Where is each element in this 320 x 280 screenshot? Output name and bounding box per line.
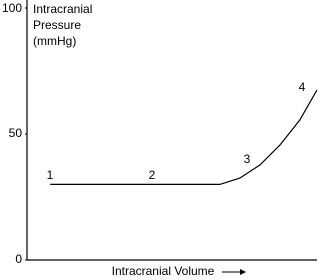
y-tick-label: 50 (9, 126, 23, 140)
x-axis-label: Intracranial Volume (112, 264, 215, 278)
line (50, 89, 317, 185)
annotation: 2 (149, 168, 156, 182)
y-axis-label: Pressure (33, 18, 81, 32)
annotation: 3 (244, 152, 251, 166)
y-tick-label: 100 (2, 1, 22, 15)
annotation: 1 (47, 168, 54, 182)
annotation: 4 (299, 80, 306, 94)
y-tick-label: 0 (15, 252, 22, 266)
y-axis-label: Intracranial (33, 2, 92, 16)
y-axis-label: (mmHg) (33, 34, 76, 48)
x-arrow (222, 269, 246, 275)
